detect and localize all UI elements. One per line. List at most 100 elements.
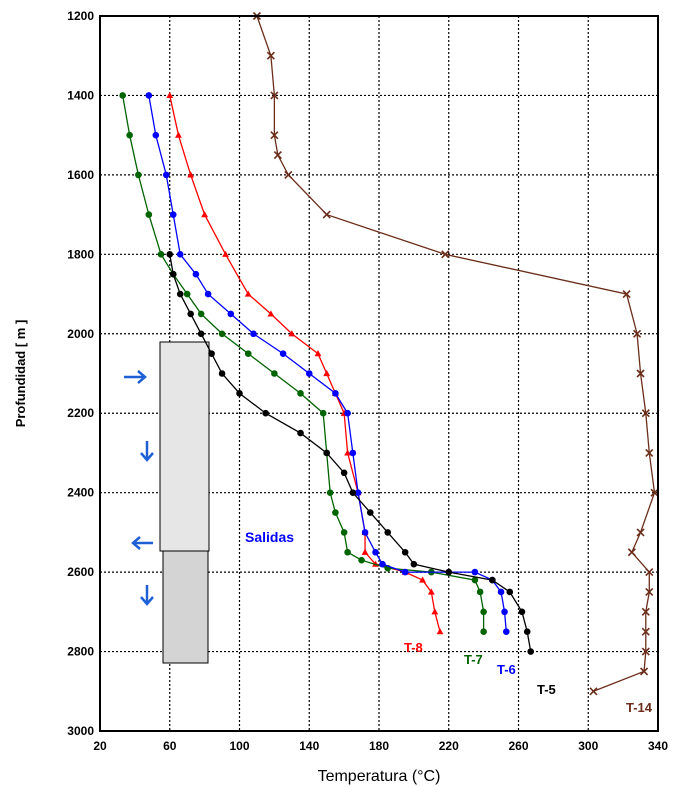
data-point-t-6 <box>354 489 362 496</box>
data-point-t-5 <box>506 588 514 596</box>
x-tick-label: 20 <box>93 739 107 753</box>
data-point-t-6 <box>497 588 505 596</box>
x-tick-label: 340 <box>648 739 668 753</box>
y-tick-label: 2800 <box>67 645 94 659</box>
data-point-t-6 <box>169 211 177 218</box>
x-tick-label: 300 <box>578 739 598 753</box>
data-point-t-6 <box>250 330 257 338</box>
x-marker-stroke <box>270 131 279 140</box>
data-point-t-14 <box>650 488 659 497</box>
data-point-t-14 <box>589 687 598 696</box>
y-tick-label: 2000 <box>67 327 94 341</box>
x-marker-stroke <box>627 548 636 557</box>
data-point-t-7 <box>326 489 334 496</box>
data-point-t-8 <box>222 250 229 257</box>
data-point-t-8 <box>436 628 444 635</box>
data-point-t-14 <box>622 289 631 299</box>
data-point-t-7 <box>135 171 142 179</box>
x-marker-stroke <box>641 647 650 656</box>
series-group <box>119 11 659 696</box>
outflow-arrows <box>124 370 154 606</box>
casing-upper-section <box>159 341 210 552</box>
data-point-t-5 <box>445 568 453 576</box>
data-point-t-14 <box>645 568 654 577</box>
y-tick-label: 2400 <box>67 486 94 500</box>
data-point-t-8 <box>166 91 174 99</box>
series-label-t-5: T-5 <box>537 682 556 697</box>
arrow-head <box>131 536 141 550</box>
data-point-t-5 <box>384 529 392 536</box>
casing-lower-section <box>162 550 209 664</box>
x-marker-stroke <box>633 329 642 338</box>
x-tick-label: 220 <box>439 739 459 753</box>
data-point-t-6 <box>145 92 153 99</box>
data-point-t-5 <box>410 560 418 568</box>
data-point-t-7 <box>476 588 484 596</box>
data-point-t-14 <box>627 548 636 557</box>
data-point-t-5 <box>236 390 243 397</box>
x-marker-stroke <box>273 150 282 160</box>
series-label-t-14: T-14 <box>626 700 653 715</box>
x-marker-stroke <box>645 448 654 458</box>
x-tick-label: 140 <box>299 739 319 753</box>
data-point-t-5 <box>187 310 194 318</box>
data-point-t-5 <box>489 576 496 584</box>
data-point-t-6 <box>162 171 170 179</box>
y-tick-label: 2200 <box>67 406 94 420</box>
data-point-t-8 <box>323 369 331 377</box>
data-point-t-7 <box>319 409 327 417</box>
data-point-t-5 <box>349 489 357 496</box>
data-point-t-7 <box>344 548 351 556</box>
data-point-t-14 <box>636 528 645 537</box>
x-marker-stroke <box>645 587 654 597</box>
data-point-t-6 <box>501 608 508 616</box>
x-marker-stroke <box>441 250 450 259</box>
data-point-t-14 <box>633 329 642 338</box>
series-line-t-8 <box>169 95 441 632</box>
series-label-t-6: T-6 <box>497 662 516 677</box>
arrow-head <box>140 452 154 462</box>
x-marker-stroke <box>650 488 659 497</box>
x-marker-stroke <box>639 667 649 676</box>
data-point-t-5 <box>197 330 205 338</box>
data-point-t-14 <box>270 131 279 140</box>
data-point-t-6 <box>502 628 510 635</box>
y-tick-label: 1200 <box>67 9 94 23</box>
x-marker-stroke <box>270 91 279 100</box>
data-point-t-5 <box>366 509 374 516</box>
data-point-t-6 <box>361 529 369 536</box>
y-axis-title: Profundidad [ m ] <box>13 320 28 428</box>
data-point-t-7 <box>197 310 205 318</box>
data-point-t-7 <box>297 390 304 397</box>
data-point-t-7 <box>183 290 191 298</box>
data-point-t-7 <box>119 92 126 99</box>
x-marker-stroke <box>641 607 650 616</box>
data-point-t-14 <box>273 150 282 160</box>
annotation-salidas: Salidas <box>245 529 294 545</box>
y-tick-label: 1600 <box>67 168 94 182</box>
data-point-t-6 <box>176 251 184 258</box>
data-point-t-14 <box>441 250 450 259</box>
data-point-t-6 <box>332 390 339 397</box>
data-point-t-7 <box>340 529 348 536</box>
data-point-t-6 <box>227 310 235 318</box>
data-point-t-7 <box>471 576 479 584</box>
data-point-t-14 <box>641 607 650 616</box>
data-point-t-14 <box>641 627 650 636</box>
x-marker-stroke <box>645 568 654 577</box>
data-point-t-8 <box>431 608 439 615</box>
plot-frame <box>99 15 659 732</box>
data-point-t-6 <box>204 290 212 298</box>
x-marker-stroke <box>322 210 331 219</box>
x-marker-stroke <box>636 369 645 378</box>
x-marker-stroke <box>589 687 598 696</box>
data-point-t-6 <box>379 560 386 568</box>
x-marker-stroke <box>641 409 650 418</box>
data-point-t-8 <box>419 576 426 583</box>
y-tick-label: 3000 <box>67 724 94 738</box>
data-point-t-8 <box>244 290 252 297</box>
x-marker-stroke <box>266 51 275 60</box>
y-tick-label: 2600 <box>67 565 94 579</box>
data-point-t-7 <box>126 131 133 139</box>
x-marker-stroke <box>636 528 645 537</box>
